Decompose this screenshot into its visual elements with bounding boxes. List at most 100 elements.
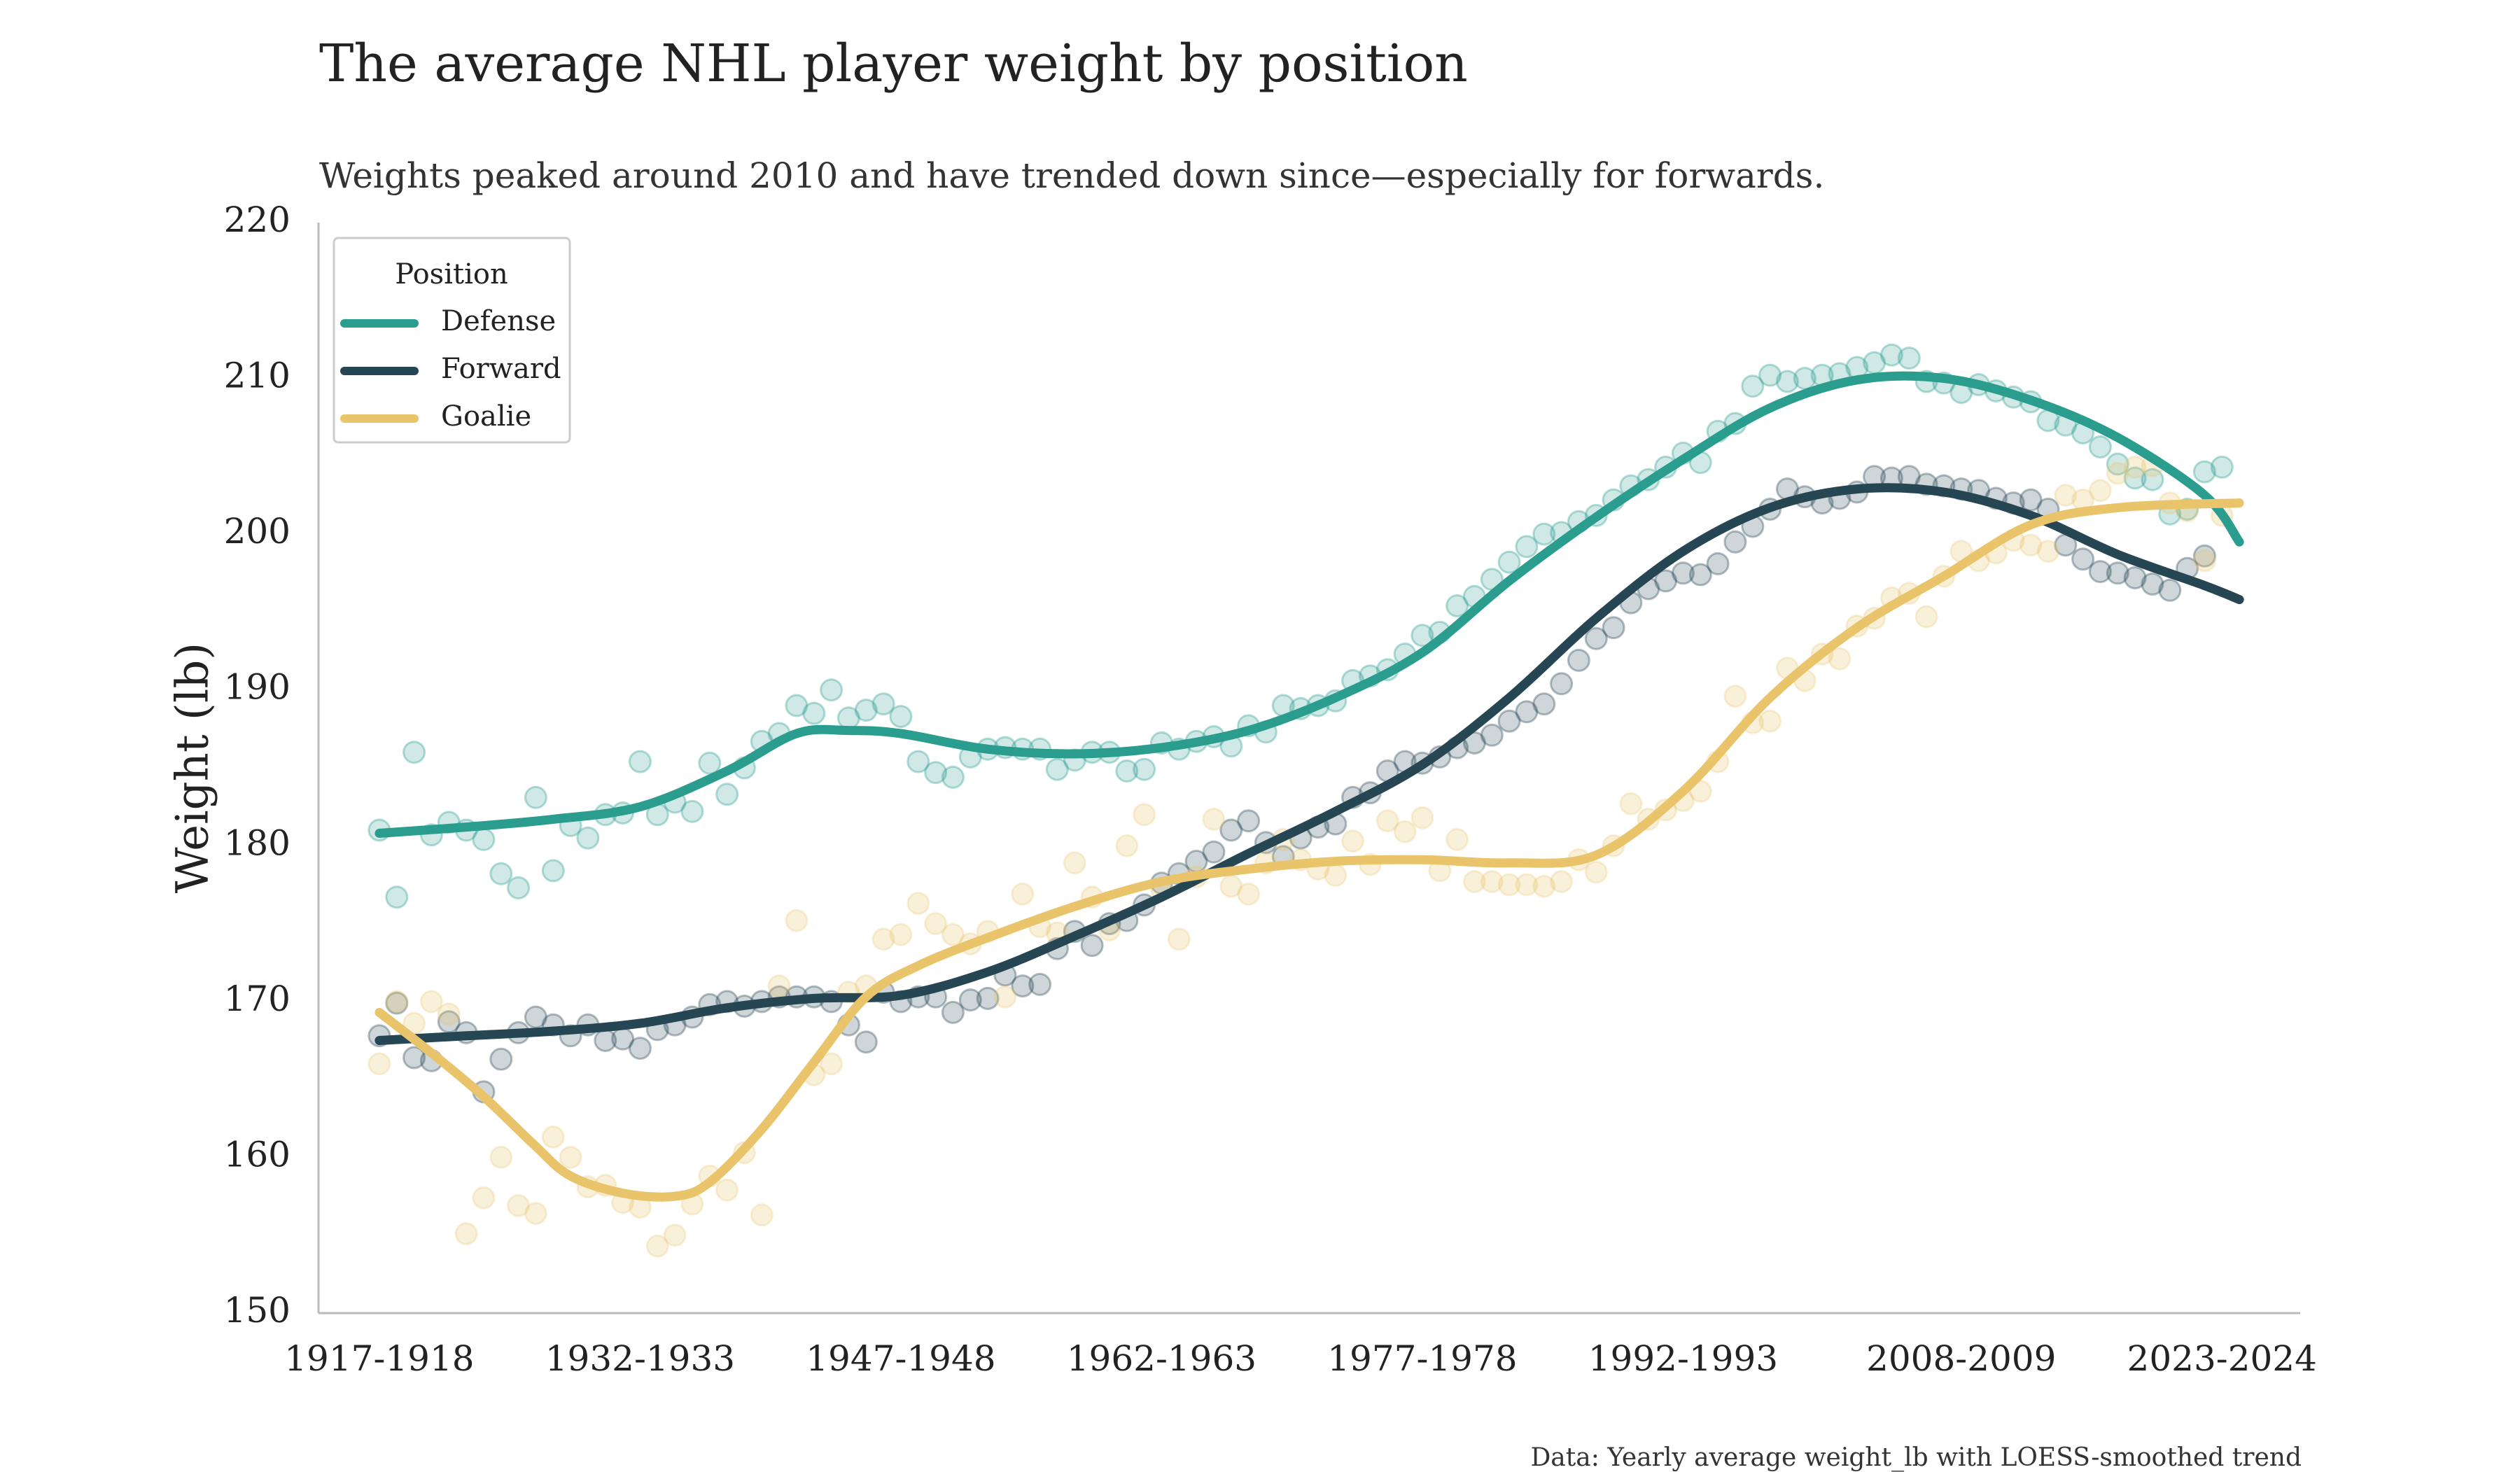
data-point <box>1063 851 1086 875</box>
data-point <box>524 1202 547 1226</box>
y-tick-label: 170 <box>224 979 290 1019</box>
data-point <box>1758 709 1782 733</box>
legend-label: Goalie <box>441 400 531 433</box>
trend-line-forward <box>374 483 2244 1045</box>
data-point <box>1706 552 1730 575</box>
data-point <box>2019 533 2043 557</box>
data-point <box>854 1030 878 1054</box>
data-point <box>924 761 948 785</box>
data-point <box>1497 550 1521 574</box>
data-point <box>1462 870 1486 893</box>
data-point <box>663 1224 687 1247</box>
legend: Position Defense Forward Goalie <box>332 237 571 444</box>
data-point <box>1515 535 1539 559</box>
data-point <box>889 705 913 729</box>
data-point <box>715 1178 739 1202</box>
data-point <box>1393 820 1417 843</box>
data-point <box>2106 452 2129 476</box>
data-point <box>524 1005 547 1029</box>
y-tick-label: 210 <box>224 356 290 396</box>
data-point <box>1671 561 1695 585</box>
data-point <box>889 923 913 946</box>
data-point <box>2141 468 2164 491</box>
y-tick-label: 160 <box>224 1134 290 1175</box>
trend-lines <box>374 371 2244 1202</box>
data-point <box>1446 827 1469 851</box>
data-point <box>785 694 808 717</box>
data-point <box>820 678 844 702</box>
data-point <box>872 927 895 951</box>
y-tick-label: 220 <box>224 199 290 240</box>
x-tick-label: 1917-1918 <box>284 1338 474 1379</box>
data-point <box>1602 616 1625 640</box>
data-point <box>489 862 513 885</box>
legend-box <box>332 237 571 444</box>
data-point <box>1133 757 1156 781</box>
data-point <box>2192 549 2216 573</box>
data-point <box>906 750 930 773</box>
data-point <box>1045 757 1069 781</box>
data-point <box>1480 723 1504 747</box>
data-point <box>402 741 426 764</box>
chart-subtitle: Weights peaked around 2010 and have tren… <box>319 155 1825 196</box>
data-point <box>750 1203 774 1227</box>
data-point <box>1879 343 1903 367</box>
data-point <box>1497 873 1521 897</box>
data-caption: Data: Yearly average weight_lb with LOES… <box>1530 1443 2302 1472</box>
data-point <box>628 1037 652 1060</box>
data-point <box>559 1145 582 1169</box>
data-point <box>2088 479 2112 503</box>
chart-title: The average NHL player weight by positio… <box>319 34 1468 94</box>
data-point <box>2158 578 2182 602</box>
data-point <box>1410 806 1434 829</box>
data-point <box>1462 731 1486 755</box>
data-point <box>1219 874 1243 898</box>
data-point <box>402 1046 426 1070</box>
data-point <box>1497 709 1521 733</box>
data-point <box>872 692 895 716</box>
data-point <box>1341 829 1365 853</box>
data-point <box>767 974 791 998</box>
legend-label: Forward <box>441 353 561 385</box>
data-point <box>941 923 965 946</box>
data-point <box>541 1126 565 1149</box>
data-point <box>1688 779 1712 803</box>
data-point <box>1897 346 1921 370</box>
data-point <box>1080 934 1104 958</box>
data-point <box>976 986 1000 1010</box>
data-point <box>1515 873 1539 897</box>
data-point <box>385 885 409 909</box>
data-point <box>1219 818 1243 842</box>
data-point <box>1480 870 1504 893</box>
data-point <box>1376 809 1399 833</box>
data-point <box>1237 882 1261 906</box>
data-point <box>385 990 409 1014</box>
data-point <box>2192 544 2216 568</box>
data-point <box>1828 647 1851 671</box>
data-point <box>437 1002 461 1026</box>
data-point <box>1758 363 1782 387</box>
data-point <box>1532 522 1556 546</box>
legend-item-defense: Defense <box>340 305 556 337</box>
data-point <box>419 990 443 1014</box>
data-point <box>680 799 704 823</box>
data-point <box>1410 624 1434 647</box>
data-point <box>2210 455 2234 479</box>
data-point <box>1567 648 1590 672</box>
data-point <box>2054 484 2078 507</box>
data-point <box>541 859 565 883</box>
data-point <box>785 909 808 932</box>
data-point <box>1619 792 1643 815</box>
data-point <box>941 765 965 789</box>
data-point <box>472 827 496 851</box>
data-point <box>1723 530 1747 554</box>
legend-items: Defense Forward Goalie <box>340 305 561 433</box>
data-point <box>2088 435 2112 458</box>
data-point <box>2141 572 2164 596</box>
legend-item-goalie: Goalie <box>340 400 531 433</box>
data-point <box>906 892 930 916</box>
data-point <box>507 1193 531 1217</box>
data-point <box>1202 840 1226 864</box>
data-point <box>1775 370 1799 393</box>
data-point <box>2088 560 2112 584</box>
